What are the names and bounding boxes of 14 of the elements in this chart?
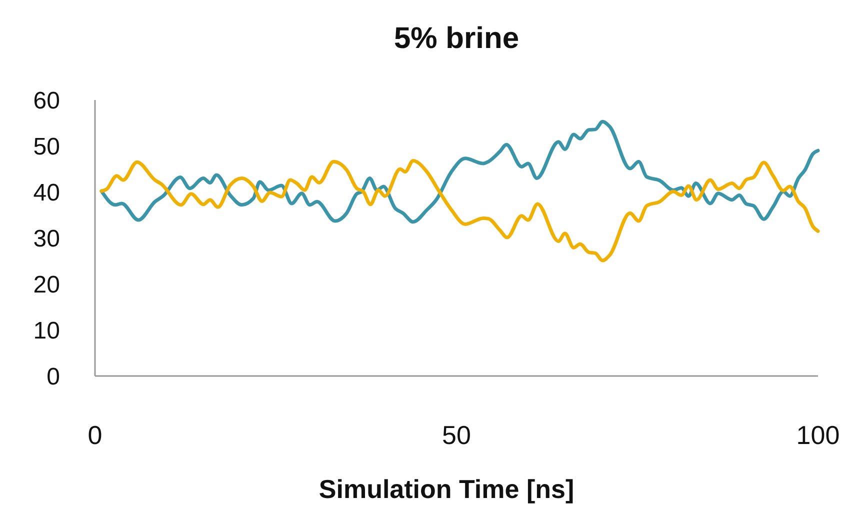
x-tick-label: 100 [796,420,840,450]
y-tick-label: 50 [33,133,60,160]
x-tick-label: 0 [88,420,102,450]
x-axis-title: Simulation Time [ns] [318,474,574,504]
line-series [100,120,820,224]
y-tick-label: 30 [33,225,60,252]
y-tick-label: 10 [33,317,60,344]
chart-title: 5% brine [394,22,520,55]
x-tick-label: 50 [442,420,471,450]
y-tick-label: 20 [33,271,60,298]
y-tick-label: 0 [46,363,60,390]
line-series [100,158,820,262]
y-tick-label: 40 [33,179,60,206]
y-tick-label: 60 [33,87,60,114]
